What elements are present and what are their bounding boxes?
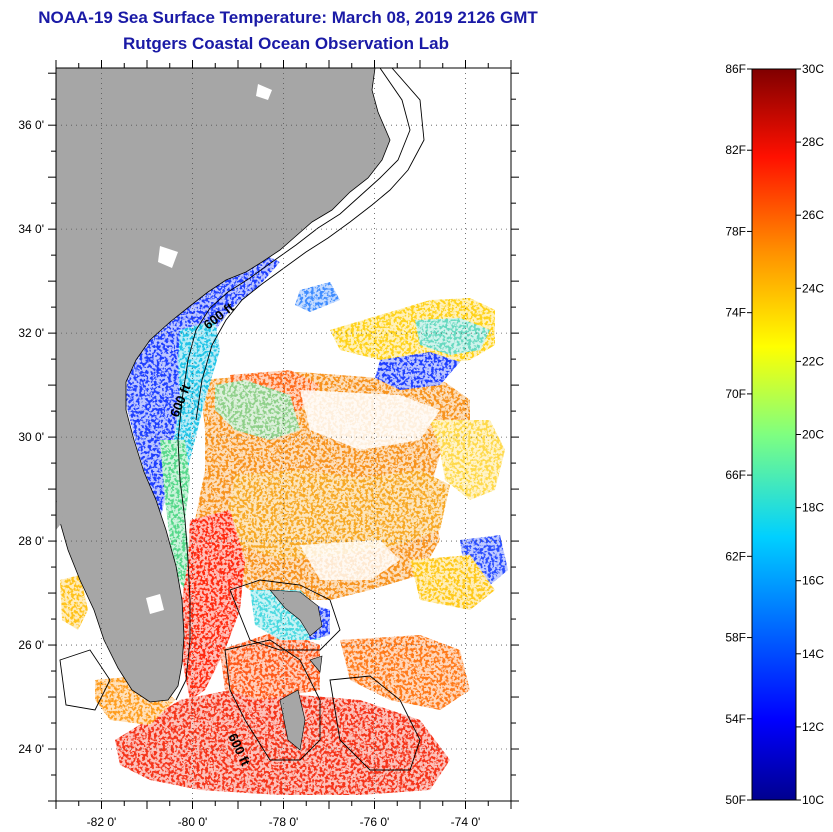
- land-grand-bahama: [269, 589, 323, 637]
- map-subtitle: Rutgers Coastal Ocean Observation Lab: [123, 34, 449, 53]
- isobath-outer: [195, 68, 425, 421]
- colorbar-f-label: 66F: [725, 468, 746, 482]
- isobath-exuma: [329, 675, 421, 771]
- lon-tick-label: -80 0': [178, 815, 208, 829]
- colorbar-c-label: 12C: [802, 720, 824, 734]
- lat-tick-label: 28 0': [18, 534, 44, 548]
- colorbar-f-label: 58F: [725, 631, 746, 645]
- map-axes: 24 0' 26 0' 28 0' 30 0' 32 0' 34 0' 36 0' -82 0…: [18, 60, 519, 829]
- lat-tick-label: 34 0': [18, 222, 44, 236]
- map-title: NOAA-19 Sea Surface Temperature: March 0…: [38, 8, 538, 27]
- land-eleuthera: [309, 655, 323, 673]
- land-layer: [56, 68, 391, 751]
- map-content: [56, 68, 511, 801]
- lon-tick-label: -74 0': [451, 815, 481, 829]
- land-gulf-coast: [56, 500, 64, 530]
- colorbar-f-label: 74F: [725, 306, 746, 320]
- graticule: [56, 68, 511, 801]
- colorbar: [751, 68, 797, 801]
- inland-lake-2: [158, 246, 178, 268]
- lake-okeechobee: [146, 594, 164, 614]
- colorbar-f-label: 86F: [725, 62, 746, 76]
- colorbar-labels: 86F 82F 78F 74F 70F 66F 62F 58F 54F 50F 30C 28C 26C 2…: [725, 62, 824, 807]
- colorbar-c-label: 10C: [802, 793, 824, 807]
- colorbar-c-label: 20C: [802, 428, 824, 442]
- lat-tick-label: 32 0': [18, 326, 44, 340]
- lat-tick-label: 26 0': [18, 638, 44, 652]
- lat-tick-label: 36 0': [18, 118, 44, 132]
- colorbar-f-label: 62F: [725, 549, 746, 563]
- colorbar-c-label: 22C: [802, 354, 824, 368]
- colorbar-c-label: 14C: [802, 647, 824, 661]
- colorbar-f-label: 78F: [725, 224, 746, 238]
- colorbar-f-label: 82F: [725, 143, 746, 157]
- colorbar-f-label: 50F: [725, 793, 746, 807]
- colorbar-c-label: 30C: [802, 62, 824, 76]
- lat-tick-label: 24 0': [18, 742, 44, 756]
- cloud-patch-2: [300, 540, 400, 580]
- colorbar-c-label: 18C: [802, 501, 824, 515]
- colorbar-f-label: 54F: [725, 712, 746, 726]
- isobath-600ft: [175, 68, 411, 701]
- inland-lake-1: [256, 84, 272, 100]
- colorbar-c-label: 24C: [802, 281, 824, 295]
- lat-tick-label: 30 0': [18, 430, 44, 444]
- colorbar-c-label: 16C: [802, 574, 824, 588]
- cloud-patch-1: [300, 390, 440, 450]
- colorbar-c-label: 26C: [802, 208, 824, 222]
- land-andros: [279, 689, 306, 751]
- isobath-great-bahama: [224, 639, 321, 761]
- lon-tick-label: -82 0': [87, 815, 117, 829]
- isobath-contours: [59, 68, 425, 771]
- land-southeast-us: [56, 68, 391, 703]
- lon-tick-label: -76 0': [360, 815, 390, 829]
- colorbar-f-label: 70F: [725, 387, 746, 401]
- lon-tick-label: -78 0': [269, 815, 299, 829]
- isobath-gulf: [59, 649, 111, 711]
- colorbar-c-label: 28C: [802, 135, 824, 149]
- isobath-little-bahama: [229, 579, 341, 651]
